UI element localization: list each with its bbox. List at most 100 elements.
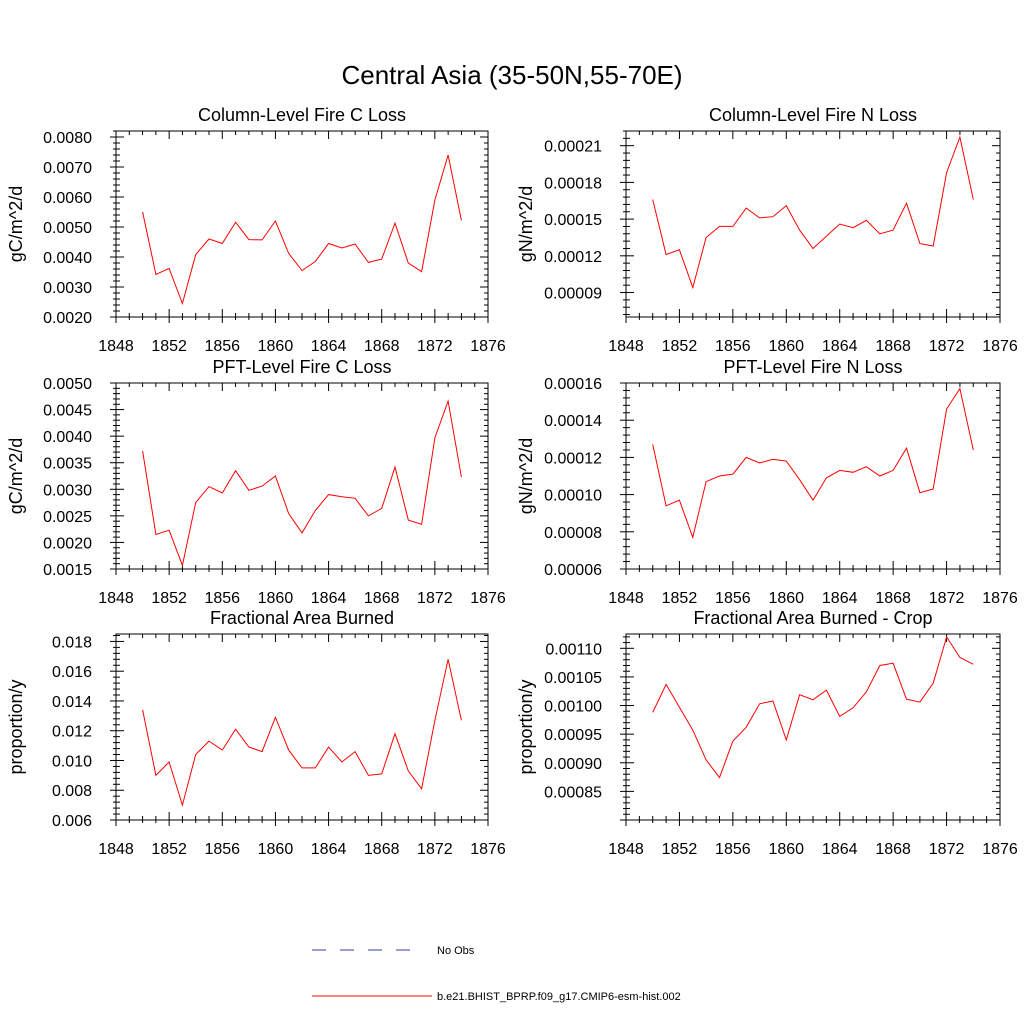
series-line-1 — [142, 659, 462, 807]
series-line-1 — [652, 387, 974, 540]
x-tick-label: 1852 — [151, 338, 187, 355]
panel-title: Fractional Area Burned - Crop — [693, 608, 932, 628]
y-tick-label: 0.018 — [52, 634, 92, 651]
y-tick-label: 0.00100 — [544, 699, 602, 716]
plot-frame — [625, 382, 1001, 570]
x-tick-label: 1856 — [715, 841, 751, 858]
y-tick-label: 0.00090 — [544, 756, 602, 773]
y-tick-label: 0.00018 — [544, 175, 602, 192]
y-tick-label: 0.0050 — [43, 376, 92, 393]
panel-6: Fractional Area Burned - Crop proportion/… — [516, 608, 1018, 858]
x-tick-label: 1848 — [608, 590, 644, 607]
y-tick-label: 0.014 — [52, 694, 92, 711]
x-tick-label: 1852 — [151, 590, 187, 607]
x-tick-label: 1852 — [151, 841, 187, 858]
y-tick-label: 0.0040 — [43, 250, 92, 267]
y-tick-label: 0.00006 — [544, 562, 602, 579]
plot-frame — [115, 382, 489, 570]
series-line-1 — [142, 154, 462, 306]
x-tick-label: 1848 — [608, 338, 644, 355]
y-tick-label: 0.006 — [52, 813, 92, 830]
x-tick-label: 1864 — [311, 841, 347, 858]
y-tick-label: 0.00008 — [544, 525, 602, 542]
y-tick-label: 0.0080 — [43, 130, 92, 147]
y-axis-label: proportion/y — [516, 679, 536, 774]
y-tick-label: 0.0035 — [43, 456, 92, 473]
x-tick-label: 1860 — [258, 338, 294, 355]
x-tick-label: 1848 — [608, 841, 644, 858]
panel-2: Column-Level Fire N Loss gN/m^2/d 1848 1852… — [516, 105, 1018, 355]
y-tick-label: 0.00021 — [544, 139, 602, 156]
x-tick-label: 1876 — [982, 841, 1018, 858]
y-tick-label: 0.00110 — [545, 641, 602, 658]
x-tick-label: 1864 — [822, 590, 858, 607]
x-tick-label: 1868 — [875, 338, 911, 355]
x-tick-label: 1856 — [715, 338, 751, 355]
x-tick-label: 1872 — [417, 590, 453, 607]
y-tick-label: 0.012 — [52, 724, 92, 741]
y-axis-label: proportion/y — [6, 679, 26, 774]
x-tick-label: 1876 — [982, 338, 1018, 355]
panel-4: PFT-Level Fire N Loss gN/m^2/d 1848 1852 185… — [516, 357, 1018, 607]
x-tick-label: 1852 — [662, 590, 698, 607]
series-line-1 — [652, 635, 974, 779]
x-tick-label: 1860 — [258, 841, 294, 858]
y-tick-label: 0.016 — [52, 664, 92, 681]
panel-title: PFT-Level Fire C Loss — [212, 357, 391, 377]
series-line-1 — [652, 135, 974, 290]
y-axis-label: gN/m^2/d — [516, 438, 536, 514]
y-tick-label: 0.00016 — [544, 376, 602, 393]
panel-5: Fractional Area Burned proportion/y 1848 18… — [6, 608, 506, 858]
y-tick-label: 0.00009 — [544, 286, 602, 303]
panel-1: Column-Level Fire C Loss gC/m^2/d 1848 1852… — [6, 105, 506, 355]
x-tick-label: 1876 — [470, 338, 506, 355]
y-tick-label: 0.0030 — [43, 482, 92, 499]
x-tick-label: 1852 — [662, 338, 698, 355]
x-tick-label: 1876 — [470, 590, 506, 607]
x-tick-label: 1872 — [929, 338, 965, 355]
x-tick-label: 1860 — [768, 590, 804, 607]
y-tick-label: 0.0030 — [43, 280, 92, 297]
panel-title: Column-Level Fire N Loss — [709, 105, 917, 125]
x-tick-label: 1868 — [364, 841, 400, 858]
y-axis-label: gC/m^2/d — [6, 186, 26, 262]
x-tick-label: 1848 — [98, 590, 134, 607]
y-tick-label: 0.0060 — [43, 190, 92, 207]
x-tick-label: 1852 — [662, 841, 698, 858]
x-tick-label: 1868 — [364, 590, 400, 607]
x-tick-label: 1848 — [98, 841, 134, 858]
y-axis-label: gN/m^2/d — [516, 186, 536, 262]
x-tick-label: 1860 — [768, 338, 804, 355]
y-tick-label: 0.0020 — [43, 535, 92, 552]
plot-frame — [115, 633, 489, 821]
x-tick-label: 1872 — [417, 841, 453, 858]
y-tick-label: 0.00085 — [544, 784, 602, 801]
y-tick-label: 0.0040 — [43, 429, 92, 446]
y-tick-label: 0.0050 — [43, 220, 92, 237]
x-tick-label: 1860 — [768, 841, 804, 858]
legend-model-label: b.e21.BHIST_BPRP.f09_g17.CMIP6-esm-hist.… — [437, 991, 681, 1003]
y-tick-label: 0.008 — [52, 783, 92, 800]
x-tick-label: 1856 — [204, 590, 240, 607]
plot-frame — [625, 633, 1001, 821]
y-tick-label: 0.0070 — [43, 160, 92, 177]
y-tick-label: 0.0025 — [43, 509, 92, 526]
y-tick-label: 0.0020 — [43, 310, 92, 327]
x-tick-label: 1856 — [204, 338, 240, 355]
x-tick-label: 1864 — [822, 841, 858, 858]
panel-title: PFT-Level Fire N Loss — [723, 357, 902, 377]
y-tick-label: 0.00014 — [544, 413, 602, 430]
y-tick-label: 0.0015 — [43, 562, 92, 579]
x-tick-label: 1848 — [98, 338, 134, 355]
panel-title: Column-Level Fire C Loss — [198, 105, 406, 125]
y-tick-label: 0.00015 — [544, 212, 602, 229]
plot-frame — [625, 130, 1001, 318]
x-tick-label: 1864 — [822, 338, 858, 355]
x-tick-label: 1856 — [204, 841, 240, 858]
x-tick-label: 1864 — [311, 338, 347, 355]
y-tick-label: 0.00095 — [544, 727, 602, 744]
y-tick-label: 0.00012 — [544, 450, 602, 467]
x-tick-label: 1876 — [470, 841, 506, 858]
figure-title: Central Asia (35-50N,55-70E) — [341, 60, 682, 90]
panel-3: PFT-Level Fire C Loss gC/m^2/d 1848 1852 185… — [6, 357, 506, 607]
